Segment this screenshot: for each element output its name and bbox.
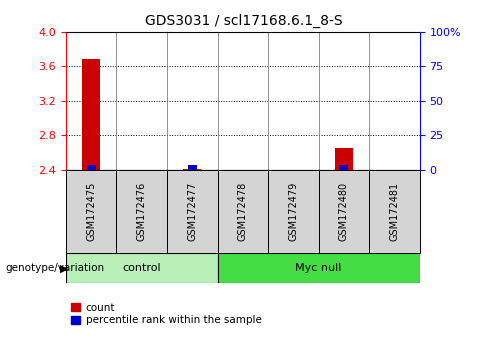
Text: GSM172476: GSM172476 — [137, 182, 147, 241]
Bar — [339, 165, 348, 170]
Bar — [82, 59, 100, 170]
Bar — [218, 170, 268, 253]
Bar — [167, 170, 218, 253]
Text: control: control — [122, 263, 161, 273]
Bar — [268, 170, 319, 253]
Text: GSM172481: GSM172481 — [389, 182, 399, 241]
Text: GSM172477: GSM172477 — [187, 182, 197, 241]
Text: GSM172475: GSM172475 — [86, 182, 96, 241]
Text: GSM172479: GSM172479 — [288, 182, 298, 241]
Bar — [86, 165, 96, 170]
Bar — [117, 170, 167, 253]
Text: GDS3031 / scl17168.6.1_8-S: GDS3031 / scl17168.6.1_8-S — [145, 14, 343, 28]
Legend: count, percentile rank within the sample: count, percentile rank within the sample — [71, 303, 262, 325]
Bar — [218, 253, 420, 283]
Text: ▶: ▶ — [60, 263, 68, 273]
Bar — [369, 170, 420, 253]
Text: GSM172478: GSM172478 — [238, 182, 248, 241]
Bar — [188, 165, 197, 170]
Bar — [183, 169, 201, 170]
Bar — [66, 170, 117, 253]
Text: Myc null: Myc null — [295, 263, 342, 273]
Bar — [319, 170, 369, 253]
Bar — [66, 253, 218, 283]
Text: GSM172480: GSM172480 — [339, 182, 349, 241]
Text: genotype/variation: genotype/variation — [5, 263, 104, 273]
Bar — [335, 148, 353, 170]
